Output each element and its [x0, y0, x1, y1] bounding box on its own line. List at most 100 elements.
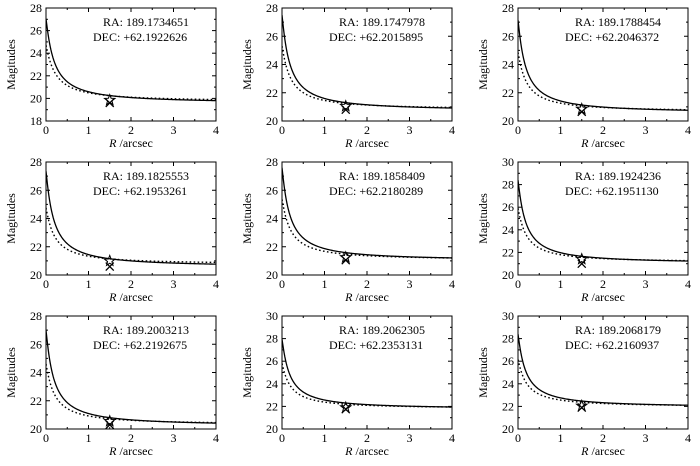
cross-marker — [577, 107, 587, 117]
y-tick-label: 24 — [266, 212, 278, 226]
x-tick-label: 1 — [322, 277, 328, 291]
y-tick-label: 26 — [30, 183, 42, 197]
x-tick-label: 4 — [449, 431, 455, 445]
solid-profile-line — [46, 330, 216, 424]
dotted-profile-line — [518, 208, 688, 262]
y-tick-label: 24 — [502, 58, 514, 72]
y-tick-label: 24 — [502, 223, 514, 237]
y-axis-label: Magitudes — [4, 39, 18, 90]
y-axis-label: Magitudes — [240, 39, 254, 90]
x-axis-label: R /arcsec — [344, 136, 389, 150]
x-axis-label-symbol: R — [580, 290, 589, 304]
x-axis-label-symbol: R — [108, 290, 117, 304]
y-tick-label: 26 — [502, 29, 514, 43]
panel-3: 0 1 2 3 4 20 22 24 26 28 Magitudes R /arcsec RA: 189… — [476, 1, 691, 150]
y-tick-label: 26 — [266, 183, 278, 197]
dec-label: DEC: +62.1922626 — [93, 30, 187, 44]
y-tick-label: 22 — [266, 399, 278, 413]
x-tick-label: 1 — [86, 277, 92, 291]
y-tick-label: 28 — [502, 332, 514, 346]
x-tick-label: 4 — [685, 123, 691, 137]
dotted-profile-line — [518, 359, 688, 406]
x-axis-label-unit: /arcsec — [589, 444, 625, 458]
x-tick-label: 2 — [364, 123, 370, 137]
y-tick-label: 28 — [266, 1, 278, 15]
ra-label: RA: 189.2068179 — [575, 323, 661, 337]
x-tick-label: 2 — [128, 123, 134, 137]
x-tick-label: 2 — [364, 277, 370, 291]
y-tick-label: 20 — [502, 422, 514, 436]
x-tick-label: 4 — [213, 277, 219, 291]
y-tick-label: 20 — [266, 114, 278, 128]
x-tick-label: 0 — [43, 123, 49, 137]
y-tick-label: 20 — [502, 114, 514, 128]
y-tick-label: 26 — [266, 354, 278, 368]
y-tick-label: 28 — [266, 155, 278, 169]
y-tick-label: 22 — [266, 240, 278, 254]
ra-label: RA: 189.1825553 — [103, 169, 189, 183]
dotted-profile-line — [518, 52, 688, 111]
solid-profile-line — [46, 171, 216, 265]
y-tick-label: 24 — [266, 58, 278, 72]
solid-profile-line — [282, 167, 452, 259]
y-tick-label: 26 — [266, 29, 278, 43]
x-tick-label: 3 — [407, 123, 413, 137]
cross-marker — [577, 259, 587, 269]
solid-profile-line — [518, 333, 688, 406]
y-axis-label: Magitudes — [240, 193, 254, 244]
dec-label: DEC: +62.2180289 — [329, 184, 423, 198]
x-tick-label: 1 — [322, 123, 328, 137]
y-axis-label: Magitudes — [240, 347, 254, 398]
x-tick-label: 2 — [128, 277, 134, 291]
panel-6: 0 1 2 3 4 20 22 24 26 28 30 Magitudes R /arcsec RA: 1… — [476, 155, 691, 304]
x-tick-label: 4 — [685, 277, 691, 291]
y-axis-label: Magitudes — [476, 193, 490, 244]
ra-label: RA: 189.1734651 — [103, 15, 189, 29]
cross-marker — [105, 262, 115, 271]
dotted-profile-line — [282, 46, 452, 109]
x-tick-label: 3 — [171, 277, 177, 291]
ra-label: RA: 189.2062305 — [339, 323, 425, 337]
x-axis-label-symbol: R — [108, 136, 117, 150]
cross-marker — [341, 404, 351, 414]
x-axis-label-symbol: R — [580, 444, 589, 458]
x-tick-label: 3 — [171, 431, 177, 445]
y-axis-label: Magitudes — [476, 347, 490, 398]
dec-label: DEC: +62.1951130 — [565, 184, 659, 198]
ra-label: RA: 189.1788454 — [575, 15, 661, 29]
panel-1: 0 1 2 3 4 18 20 22 24 26 28 Magitudes R /arcsec RA: 1… — [4, 1, 219, 150]
x-axis-label-unit: /arcsec — [117, 136, 153, 150]
x-axis-label-unit: /arcsec — [353, 290, 389, 304]
panel-4: 0 1 2 3 4 20 22 24 26 28 Magitudes R /arcsec RA: 189… — [4, 155, 219, 304]
x-tick-label: 3 — [643, 431, 649, 445]
x-tick-label: 0 — [279, 277, 285, 291]
y-tick-label: 26 — [30, 24, 42, 38]
x-axis-label: R /arcsec — [580, 290, 625, 304]
cross-marker — [105, 98, 115, 108]
x-tick-label: 1 — [86, 431, 92, 445]
y-tick-label: 30 — [266, 309, 278, 323]
x-tick-label: 1 — [558, 277, 564, 291]
x-axis-label-unit: /arcsec — [353, 136, 389, 150]
ra-label: RA: 189.1858409 — [339, 169, 425, 183]
x-axis-label-unit: /arcsec — [589, 290, 625, 304]
dotted-profile-line — [282, 199, 452, 259]
dec-label: DEC: +62.2160937 — [565, 338, 659, 352]
x-axis-label-symbol: R — [344, 290, 353, 304]
x-tick-label: 0 — [279, 431, 285, 445]
panel-8: 0 1 2 3 4 20 22 24 26 28 30 Magitudes R /arcsec RA: 1… — [240, 309, 455, 458]
dec-label: DEC: +62.2046372 — [565, 30, 659, 44]
x-tick-label: 3 — [407, 431, 413, 445]
ra-label: RA: 189.1747978 — [339, 15, 425, 29]
y-tick-label: 22 — [30, 240, 42, 254]
dotted-profile-line — [46, 45, 216, 101]
y-tick-label: 26 — [502, 200, 514, 214]
x-axis-label: R /arcsec — [344, 290, 389, 304]
x-tick-label: 3 — [643, 277, 649, 291]
x-tick-label: 2 — [128, 431, 134, 445]
y-tick-label: 22 — [30, 69, 42, 83]
y-tick-label: 28 — [30, 309, 42, 323]
x-tick-label: 2 — [600, 123, 606, 137]
